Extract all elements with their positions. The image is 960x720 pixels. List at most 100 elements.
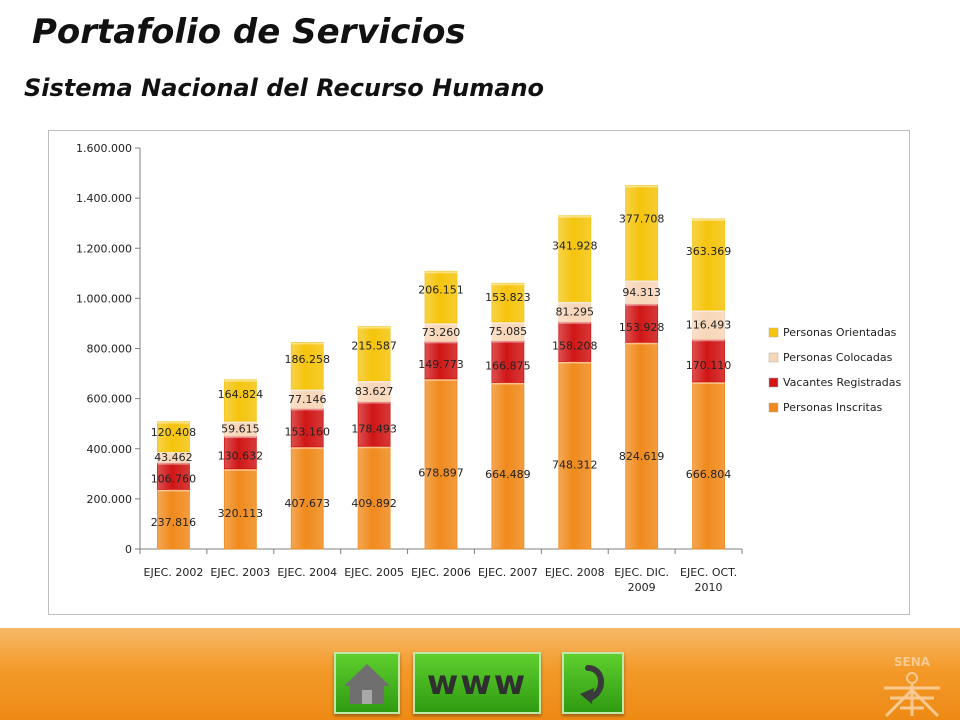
y-tick-label: 1.400.000 — [76, 192, 132, 205]
footer-bar: www — [0, 628, 960, 720]
bar-segment — [692, 338, 725, 383]
data-label: 75.085 — [489, 325, 528, 338]
data-label: 120.408 — [151, 426, 197, 439]
bar-segment-highlight — [692, 381, 725, 384]
bar-segment-highlight — [291, 446, 324, 449]
bar-segment-highlight — [491, 283, 524, 286]
bar-segment — [223, 468, 257, 550]
bar-segment-highlight — [625, 280, 658, 283]
bar-segment-highlight — [291, 408, 324, 411]
data-label: 106.760 — [151, 473, 197, 486]
data-label: 664.489 — [485, 468, 531, 481]
bar-segment-highlight — [692, 218, 725, 221]
bar-segment-highlight — [425, 341, 457, 344]
x-tick-label: 2009 — [628, 581, 656, 594]
data-label: 81.295 — [556, 306, 595, 319]
bar-segment-highlight — [692, 339, 725, 342]
data-label: 153.823 — [485, 291, 531, 304]
data-label: 407.673 — [284, 497, 330, 510]
x-tick-label: EJEC. 2008 — [545, 566, 605, 579]
y-tick-label: 800.000 — [87, 343, 133, 356]
data-label: 409.892 — [351, 497, 397, 510]
x-tick-label: EJEC. 2004 — [277, 566, 337, 579]
bar-segment — [290, 446, 324, 550]
x-tick-label: EJEC. 2007 — [478, 566, 538, 579]
data-label: 77.146 — [288, 393, 327, 406]
bar-segment-highlight — [358, 326, 391, 329]
bar-segment — [625, 185, 659, 281]
bar-segment-highlight — [425, 322, 457, 325]
www-button[interactable]: www — [413, 652, 541, 714]
bar-segment-highlight — [625, 185, 658, 188]
bar-segment-highlight — [157, 421, 190, 424]
data-label: 94.313 — [622, 286, 661, 299]
legend-swatch — [768, 377, 779, 388]
bar-segment — [491, 382, 525, 550]
data-label: 678.897 — [418, 466, 464, 479]
y-tick-label: 1.200.000 — [76, 242, 132, 255]
legend-label: Personas Inscritas — [783, 401, 883, 414]
data-label: 341.928 — [552, 240, 598, 253]
bar-segment — [558, 215, 592, 302]
bar-segment-highlight — [157, 451, 190, 454]
bar-segment — [424, 340, 458, 380]
bar-segment — [558, 361, 592, 550]
home-icon — [344, 664, 390, 704]
x-tick-label: 2010 — [695, 581, 723, 594]
data-label: 377.708 — [619, 213, 665, 226]
bar-segment-highlight — [157, 462, 190, 465]
data-label: 73.260 — [422, 326, 461, 339]
data-label: 748.312 — [552, 459, 598, 472]
bar-segment-highlight — [358, 401, 391, 404]
data-label: 666.804 — [686, 468, 732, 481]
bar-segment-highlight — [224, 379, 257, 382]
home-button[interactable] — [334, 652, 400, 714]
data-label: 164.824 — [218, 388, 263, 401]
legend-label: Vacantes Registradas — [783, 376, 901, 389]
y-tick-label: 1.600.000 — [76, 142, 132, 155]
bar-segment-highlight — [692, 310, 725, 313]
bar-segment — [692, 309, 725, 340]
bar-segment-highlight — [157, 489, 190, 492]
bar-segment — [625, 303, 659, 343]
bar-segment — [157, 462, 190, 490]
bar-segment-highlight — [491, 321, 524, 324]
data-label: 824.619 — [619, 450, 665, 463]
stacked-bar-chart: 0 200.000 400.000 600.000 800.000 1.000.000 1.… — [76, 142, 901, 594]
data-label: 59.615 — [221, 423, 259, 436]
bar-segment — [223, 379, 257, 422]
bar-segment-highlight — [558, 361, 591, 364]
bar-segment-highlight — [558, 301, 591, 304]
bar-segment-highlight — [625, 342, 658, 345]
data-label: 83.627 — [355, 385, 394, 398]
bar-segment — [157, 488, 190, 550]
bar-segment — [357, 326, 391, 381]
svg-text:SENA: SENA — [894, 655, 931, 669]
y-tick-label: 400.000 — [87, 443, 133, 456]
bar-segment — [491, 282, 525, 323]
y-tick-label: 200.000 — [87, 493, 133, 506]
data-label: 130.632 — [218, 450, 263, 463]
bar-segment-highlight — [625, 303, 658, 306]
bar-segment-highlight — [224, 436, 257, 439]
data-label: 320.113 — [218, 507, 263, 520]
bar-segment-highlight — [291, 342, 324, 345]
bar-segment — [625, 341, 659, 550]
bar-segment — [558, 321, 592, 362]
x-tick-label: EJEC. DIC. — [614, 566, 669, 579]
legend-label: Personas Colocadas — [783, 351, 893, 364]
bar-segment-highlight — [425, 271, 457, 274]
y-tick-label: 600.000 — [87, 393, 133, 406]
data-label: 158.208 — [552, 340, 598, 353]
data-label: 43.462 — [154, 451, 193, 464]
bar-segment-highlight — [491, 382, 524, 385]
bar-segment-highlight — [358, 446, 391, 449]
bar-segment-highlight — [291, 389, 324, 392]
legend-label: Personas Orientadas — [783, 326, 897, 339]
return-button[interactable] — [562, 652, 624, 714]
bar-segment-highlight — [224, 468, 257, 471]
data-label: 149.773 — [418, 358, 464, 371]
bar-segment — [290, 342, 324, 390]
data-label: 178.493 — [351, 422, 397, 435]
legend-swatch — [768, 402, 779, 413]
